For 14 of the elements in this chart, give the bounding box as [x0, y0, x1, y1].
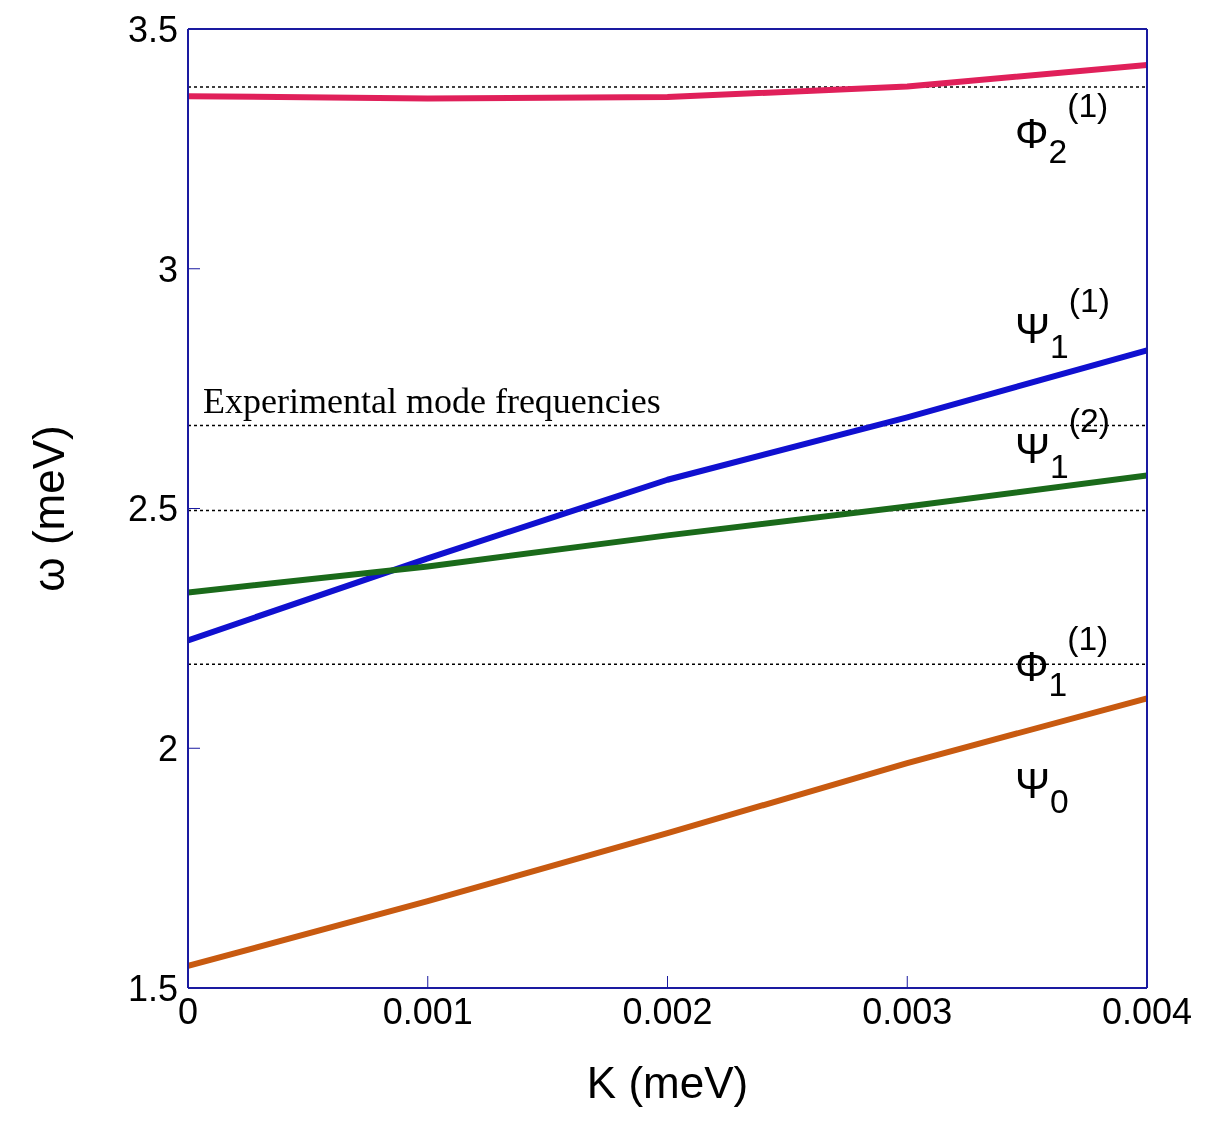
y-tick-label: 1.5 [127, 967, 178, 1009]
y-tick-label: 3 [157, 248, 178, 290]
x-tick-label: 0.002 [622, 990, 713, 1032]
annotation: Experimental mode frequencies [203, 381, 661, 421]
y-axis-title: ω (meV) [23, 425, 73, 592]
y-tick-label: 3.5 [127, 8, 178, 50]
x-tick-label: 0.004 [1101, 990, 1193, 1032]
x-axis-title: K (meV) [586, 1058, 749, 1107]
y-tick-label: 2 [157, 728, 178, 770]
y-tick-label: 2.5 [127, 488, 178, 530]
x-tick-label: 0.003 [862, 990, 953, 1032]
annotation: Ψ$_{0}$ [1015, 760, 1069, 820]
x-tick-label: 0.001 [382, 990, 473, 1032]
x-tick-label: 0 [177, 990, 199, 1032]
